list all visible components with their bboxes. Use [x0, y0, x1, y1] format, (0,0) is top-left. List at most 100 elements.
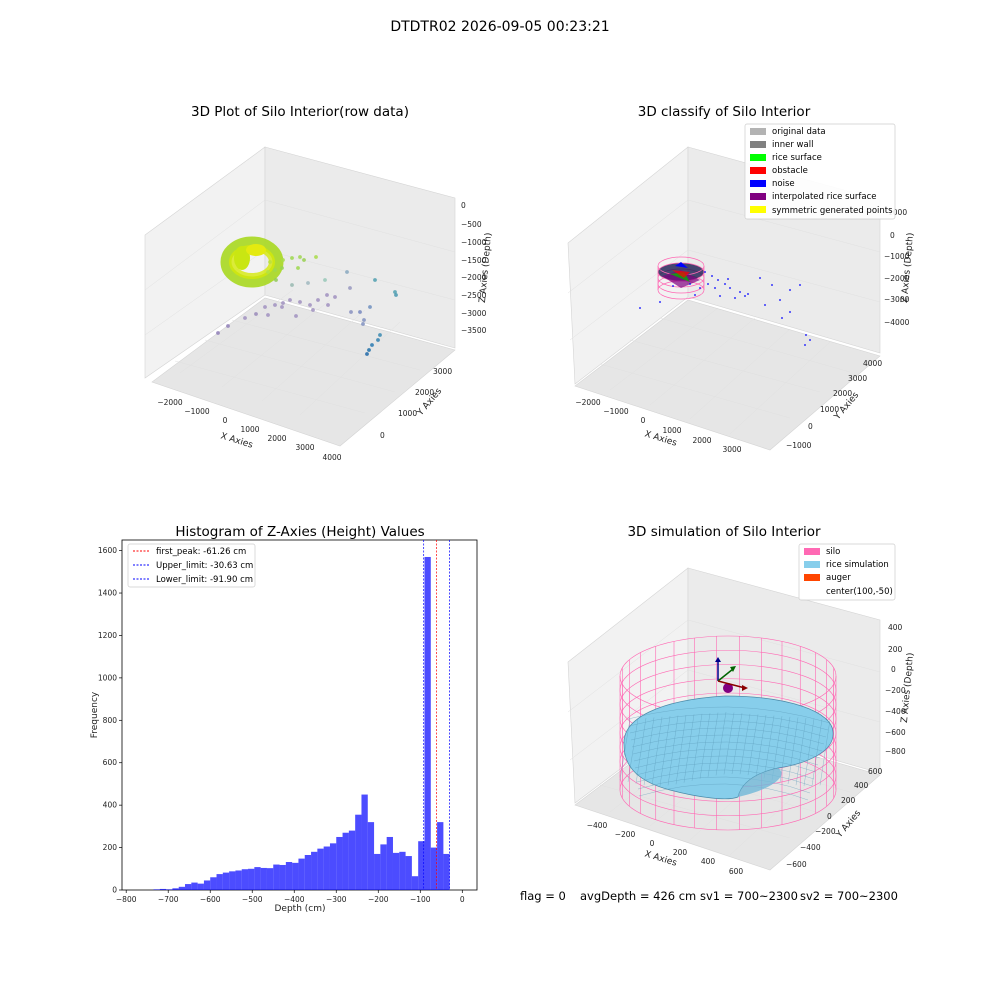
histogram-x-label: Depth (cm) [274, 904, 325, 914]
simulation-z-axis-label: Z Axies (Depth) [900, 652, 916, 723]
histogram-bar [254, 867, 261, 890]
classify-ztick: −2000 [884, 274, 910, 283]
histogram-bar [216, 874, 223, 890]
rice-mesh-line [635, 717, 647, 784]
histogram-x-ticks: −800 −700 −600 −500 −400 −300 −200 −100 0 [116, 890, 465, 904]
rice-mesh-line [627, 718, 639, 782]
classify-noise-point [729, 287, 731, 289]
classify-noise-point [734, 297, 736, 299]
classify-legend-swatch [750, 167, 766, 174]
classify-legend-label: symmetric generated points [772, 206, 893, 216]
raw-scatter-point [302, 258, 306, 262]
raw-scatter-point [376, 338, 380, 342]
histogram-bar [285, 862, 293, 890]
histogram-bar [235, 870, 242, 890]
rice-mesh-line [643, 717, 655, 786]
classify-ytick: 4000 [863, 359, 882, 368]
rice-mesh-line [635, 762, 815, 780]
histogram-bar [248, 868, 255, 890]
histogram-xtick-label: −800 [116, 895, 137, 904]
rice-mesh-line [747, 714, 759, 776]
raw-scatter-point [373, 278, 377, 282]
rice-mesh-line [631, 734, 823, 752]
rice-mesh-line [628, 713, 829, 731]
classify-noise-point [747, 293, 749, 295]
histogram-bar [292, 862, 299, 890]
classify-ztick: −4000 [884, 318, 910, 327]
figure-suptitle: DTDTR02 2026-09-05 00:23:21 [390, 19, 609, 35]
raw-ztick: −1500 [461, 256, 487, 265]
classify-legend-swatch [750, 180, 766, 187]
histogram-bar [172, 888, 179, 890]
raw-xtick: 4000 [322, 453, 341, 462]
histogram-bar [386, 836, 393, 890]
classify-ytick: 1000 [820, 405, 839, 414]
histogram-title: Histogram of Z-Axies (Height) Values [175, 524, 424, 540]
rice-mesh-line [629, 720, 827, 738]
histogram-bar [392, 852, 400, 890]
raw-scatter-point [288, 298, 292, 302]
histogram-bar [266, 868, 274, 890]
simulation-z-ticks: 400 200 0 −200 −400 −600 −800 [885, 623, 906, 756]
classify-legend-label: interpolated rice surface [772, 192, 877, 202]
histogram-bar [210, 877, 217, 890]
classify-noise-point [694, 294, 696, 296]
sv1-text: sv1 = 700~2300 [700, 889, 798, 903]
raw-scatter-point [296, 266, 300, 270]
simulation-xtick: −400 [587, 821, 608, 830]
histogram-y-ticks: 0 200 400 600 800 1000 1200 1400 1600 [98, 546, 122, 895]
classify-noise-point [704, 271, 706, 273]
simulation-xtick: 0 [650, 839, 655, 848]
raw-scatter-point [254, 312, 258, 316]
classify-panel: 3D classify of Silo Interior −2000 −1000… [567, 104, 916, 454]
histogram-bar [418, 841, 425, 890]
rice-mesh-line [683, 714, 695, 783]
simulation-panel: 3D simulation of Silo Interior −400 −200… [567, 524, 916, 876]
simulation-ytick: −600 [786, 860, 807, 869]
classify-x-ticks: −2000 −1000 0 1000 2000 3000 [575, 398, 741, 454]
raw-scatter-point [362, 318, 366, 322]
rice-mesh-line [731, 713, 743, 775]
raw-scatter-point [394, 293, 398, 297]
classify-silo-wireframe [657, 256, 705, 300]
raw-ytick: 1000 [398, 409, 417, 418]
classify-gridlines [567, 199, 881, 435]
rice-mesh-line [630, 727, 825, 745]
raw-scatter-point [274, 278, 278, 282]
raw-ztick: −500 [461, 220, 482, 229]
histogram-ytick-label: 1200 [98, 631, 117, 640]
raw-scatter-point [361, 322, 365, 326]
classify-noise-point [804, 344, 806, 346]
rice-mesh-line [633, 748, 819, 766]
histogram-bar [304, 855, 312, 890]
raw-scatter-point [378, 333, 382, 337]
histogram-ytick-label: 1000 [98, 673, 117, 682]
raw-scatter-point [280, 266, 284, 270]
histogram-panel: Histogram of Z-Axies (Height) Values −80… [90, 524, 478, 914]
simulation-ztick: −800 [885, 747, 906, 756]
classify-noise-point [739, 291, 741, 293]
histogram-bar [153, 889, 160, 890]
classify-legend-label: rice surface [772, 153, 822, 163]
raw-scatter-point [226, 324, 230, 328]
histogram-bar [437, 822, 444, 890]
classify-noise-point [789, 311, 791, 313]
classify-ytick: 2000 [833, 389, 852, 398]
classify-ztick: −1000 [884, 252, 910, 261]
histogram-xtick-label: −300 [326, 895, 347, 904]
simulation-ytick: 400 [854, 781, 869, 790]
histogram-bar [443, 853, 450, 890]
histogram-ytick-label: 1600 [98, 546, 117, 555]
histogram-legend: first_peak: -61.26 cm Upper_limit: -30.6… [127, 543, 256, 588]
raw-gridlines [144, 199, 456, 416]
raw-scatter-point [333, 295, 337, 299]
classify-noise-point [719, 295, 721, 297]
rice-mesh-line [659, 716, 671, 786]
histogram-xtick-label: −100 [410, 895, 431, 904]
rice-mesh-line [755, 714, 767, 777]
raw-ztick: −2500 [461, 291, 487, 300]
avg-depth-text: avgDepth = 426 cm [580, 889, 696, 903]
simulation-ztick: −400 [885, 707, 906, 716]
simulation-legend-label: silo [826, 547, 840, 557]
